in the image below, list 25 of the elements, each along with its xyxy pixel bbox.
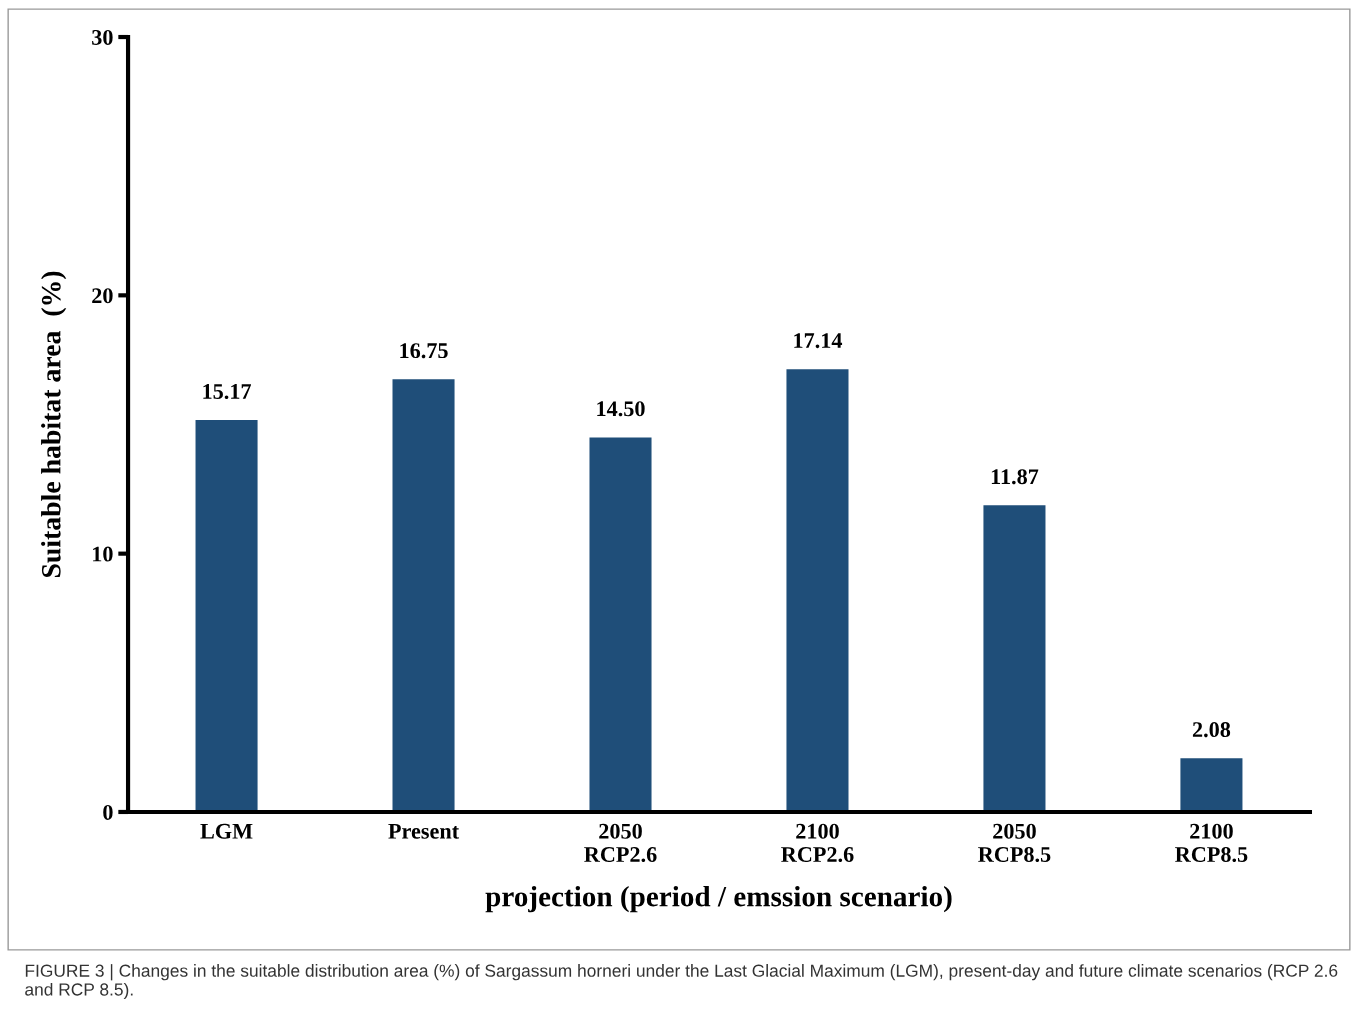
bar [392, 379, 455, 812]
y-tick-label: 10 [93, 546, 113, 562]
x-tick-label: Present [388, 823, 460, 839]
x-tick-label: 2050 RCP2.6 [584, 823, 657, 863]
x-axis-title: projection (period / emssion scenario) [485, 885, 952, 913]
x-tick-label: 2100 RCP8.5 [1175, 823, 1248, 863]
data-label: 2.08 [1192, 722, 1231, 738]
data-label: 16.75 [400, 343, 448, 359]
data-label: 17.14 [794, 333, 843, 349]
bar [195, 420, 258, 812]
bar [983, 505, 1046, 812]
x-tick-label: LGM [200, 823, 253, 839]
bar [589, 437, 652, 812]
caption: FIGURE 3 | Changes in the suitable distribution area (%) of Sargassum horneri under the Last Glacial Maximum (LGM), present-day and future climate scenarios (RCP 2.6 and RCP 8.5). [25, 964, 1338, 1000]
bar [786, 369, 849, 812]
data-label: 11.87 [991, 469, 1039, 485]
y-tick-label: 0 [103, 804, 113, 820]
data-label: 15.17 [203, 384, 252, 400]
y-tick-label: 30 [92, 29, 113, 45]
x-tick-label: 2050 RCP8.5 [978, 823, 1051, 863]
y-axis-title: Suitable habitat area (%) [41, 271, 67, 578]
y-tick-label: 20 [92, 288, 113, 304]
x-tick-label: 2100 RCP2.6 [781, 823, 854, 863]
bar [1180, 758, 1243, 812]
data-label: 14.50 [597, 401, 645, 417]
